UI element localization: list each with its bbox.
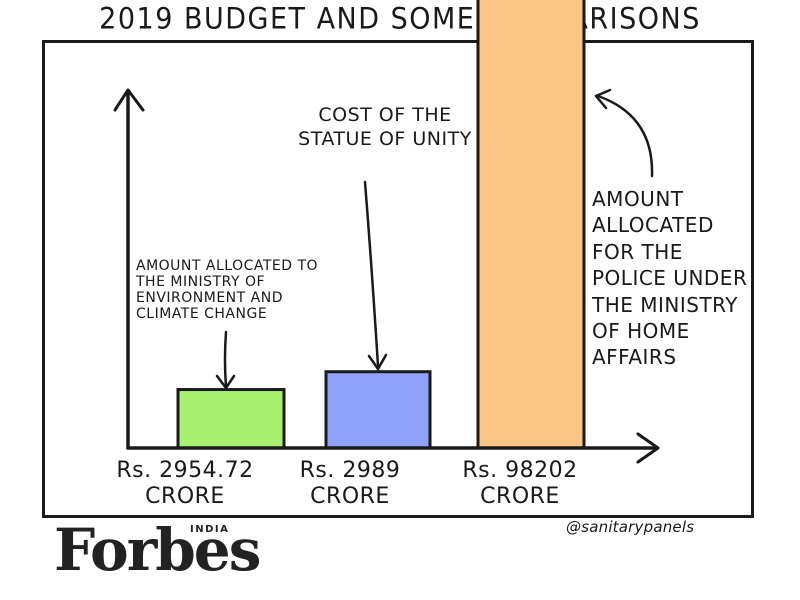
logo-edition: INDIA — [190, 524, 230, 535]
bar-1 — [176, 388, 286, 450]
forbes-india-logo: Forbes INDIA — [54, 516, 274, 588]
annotation-environment: AMOUNT ALLOCATED TO THE MINISTRY OF ENVI… — [136, 258, 319, 323]
x-tick-amount: Rs. 2954.72 — [116, 458, 254, 483]
x-tick-amount: Rs. 98202 — [462, 458, 578, 483]
artist-credit: @sanitarypanels — [566, 518, 695, 536]
annotation-statue-of-unity: COST OF THE STATUE OF UNITY — [298, 104, 472, 150]
x-tick-unit: CRORE — [480, 484, 560, 510]
x-axis-arrowhead — [636, 432, 660, 464]
annotation-police: AMOUNT ALLOCATED FOR THE POLICE UNDER TH… — [592, 187, 748, 370]
y-axis-arrowhead — [113, 88, 145, 112]
x-tick-label: Rs. 2989 CRORE — [275, 458, 425, 511]
bar-2 — [324, 370, 432, 450]
logo-wordmark: Forbes — [54, 516, 261, 584]
x-tick-amount: Rs. 2989 — [299, 458, 401, 483]
x-tick-unit: CRORE — [145, 484, 225, 510]
x-tick-label: Rs. 2954.72 CRORE — [100, 458, 270, 511]
statue-note-arrow — [363, 180, 388, 371]
x-tick-unit: CRORE — [310, 484, 390, 510]
panel-frame — [42, 40, 754, 518]
bar-3 — [476, 0, 586, 450]
police-note-arrow — [594, 88, 654, 178]
env-note-arrow — [215, 330, 236, 390]
chart-title: 2019 BUDGET AND SOME COMPARISONS — [99, 2, 701, 37]
x-tick-label: Rs. 98202 CRORE — [440, 458, 600, 511]
bars-group — [176, 0, 586, 450]
